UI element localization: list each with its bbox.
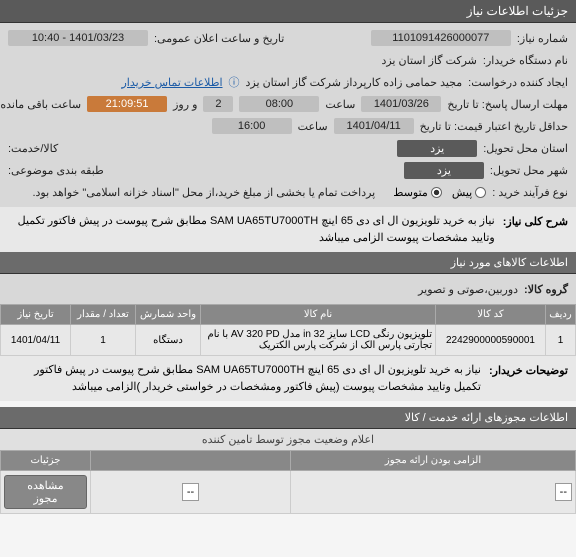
creator-value: مجید حمامی زاده کارپرداز شرکت گاز استان … [246, 76, 463, 89]
permit-select-2[interactable]: -- [182, 483, 199, 501]
cell-name: تلویزیون رنگی LCD سایز 32 in مدل AV 320 … [201, 325, 436, 356]
permit-select-1[interactable]: -- [555, 483, 572, 501]
province-value: یزد [397, 140, 477, 157]
creator-contact-link[interactable]: اطلاعات تماس خریدار [121, 76, 222, 89]
table-row[interactable]: 1 2242900000590001 تلویزیون رنگی LCD سای… [1, 325, 576, 356]
col-date: تاریخ نیاز [1, 305, 71, 325]
min-credit-date: 1401/04/11 [334, 118, 414, 134]
deadline-date: 1401/03/26 [361, 96, 441, 112]
desc-box: شرح کلی نیاز: نیاز به خرید تلویزیون ال ا… [0, 207, 576, 252]
cell-unit: دستگاه [136, 325, 201, 356]
cell-code: 2242900000590001 [436, 325, 546, 356]
items-table: ردیف کد کالا نام کالا واحد شمارش تعداد /… [0, 304, 576, 356]
cell-qty: 1 [71, 325, 136, 356]
deadline-label: مهلت ارسال پاسخ: تا تاریخ [447, 98, 568, 111]
remaining-value: 21:09:51 [87, 96, 167, 112]
buyer-note-label: توضیحات خریدار: [489, 362, 568, 395]
info-icon: ⓘ [229, 74, 240, 90]
radio-mid-label: متوسط [393, 186, 428, 199]
group-label: گروه کالا: [524, 283, 568, 296]
section-header-main: جزئیات اطلاعات نیاز [0, 0, 576, 23]
city-value: یزد [404, 162, 484, 179]
radio-mid[interactable] [431, 187, 442, 198]
desc-text: نیاز به خرید تلویزیون ال ای دی 65 اینچ S… [8, 213, 495, 246]
seller-label: طبقه بندی موضوعی: [8, 164, 104, 177]
radio-pish-label: پیش [452, 186, 472, 199]
col-name: نام کالا [201, 305, 436, 325]
time-label-1: ساعت [325, 98, 355, 111]
view-permit-button[interactable]: مشاهده مجوز [4, 475, 87, 509]
col-idx: ردیف [546, 305, 576, 325]
permits-table: الزامی بودن ارائه مجوز جزئیات -- -- مشاه… [0, 450, 576, 514]
announce-value: 1401/03/23 - 10:40 [8, 30, 148, 46]
need-no-label: شماره نیاز: [517, 32, 568, 45]
col-code: کد کالا [436, 305, 546, 325]
form-section: شماره نیاز: 1101091426000077 تاریخ و ساع… [0, 23, 576, 207]
city-label: شهر محل تحویل: [490, 164, 568, 177]
permit-col2: جزئیات [1, 451, 91, 471]
purchase-note: پرداخت تمام یا بخشی از مبلغ خرید،از محل … [32, 186, 375, 199]
permit-row: -- -- مشاهده مجوز [1, 471, 576, 514]
need-no-value: 1101091426000077 [371, 30, 511, 46]
col-unit: واحد شمارش [136, 305, 201, 325]
buyer-note-box: توضیحات خریدار: نیاز به خرید تلویزیون ال… [0, 356, 576, 401]
within-value: 2 [203, 96, 233, 112]
cell-date: 1401/04/11 [1, 325, 71, 356]
cash-label: کالا/خدمت: [8, 142, 58, 155]
buyer-note-text: نیاز به خرید تلویزیون ال ای دی 65 اینچ S… [8, 362, 481, 395]
section-header-permits: اطلاعات مجوزهای ارائه خدمت / کالا [0, 407, 576, 429]
group-value: دوربین،صوتی و تصویر [418, 283, 518, 296]
province-label: استان محل تحویل: [483, 142, 568, 155]
announce-label: تاریخ و ساعت اعلان عمومی: [154, 32, 284, 45]
buyer-label: نام دستگاه خریدار: [483, 54, 568, 67]
section-header-items: اطلاعات کالاهای مورد نیاز [0, 252, 576, 274]
status-subheader: اعلام وضعیت مجوز توسط تامین کننده [0, 429, 576, 450]
permit-col1: الزامی بودن ارائه مجوز [291, 451, 576, 471]
within-label: و روز [173, 98, 197, 111]
desc-label: شرح کلی نیاز: [503, 213, 568, 246]
time-label-2: ساعت [298, 120, 328, 133]
col-qty: تعداد / مقدار [71, 305, 136, 325]
min-credit-time: 16:00 [212, 118, 292, 134]
purchase-type-label: نوع فرآیند خرید : [492, 186, 568, 199]
deadline-time: 08:00 [239, 96, 319, 112]
remaining-label: ساعت باقی مانده [0, 98, 81, 111]
min-credit-label: حداقل تاریخ اعتبار قیمت: تا تاریخ [420, 120, 568, 133]
radio-pish[interactable] [475, 187, 486, 198]
creator-label: ایجاد کننده درخواست: [468, 76, 568, 89]
buyer-value: شرکت گاز استان یزد [381, 54, 476, 67]
purchase-type-radios: پیش متوسط [393, 186, 486, 199]
cell-idx: 1 [546, 325, 576, 356]
